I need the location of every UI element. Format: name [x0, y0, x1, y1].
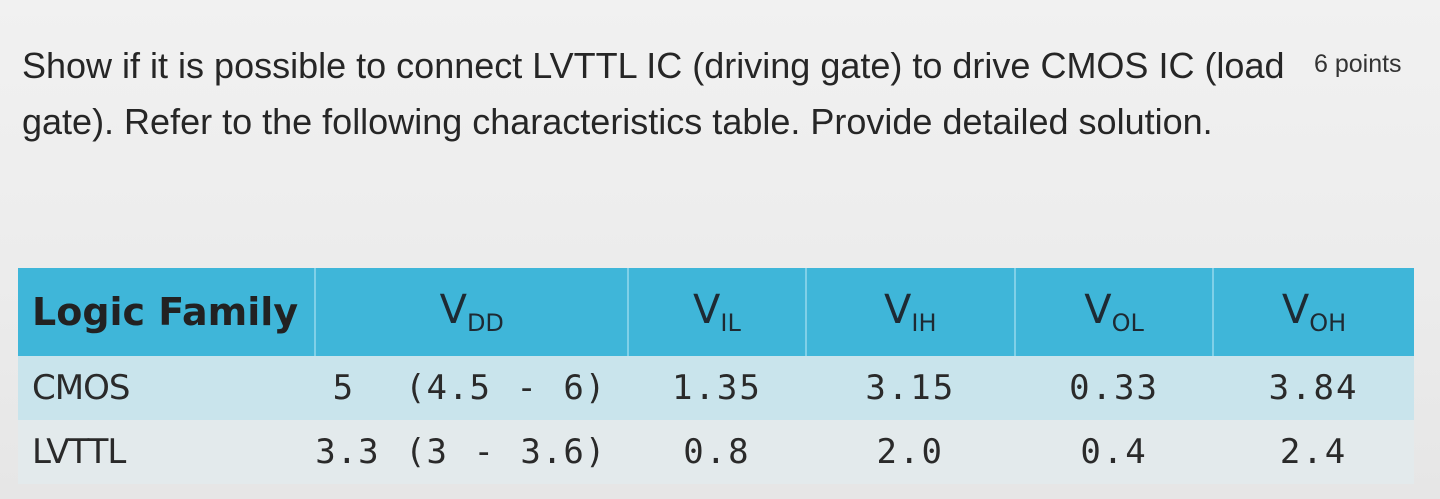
header-vil-main: V	[693, 287, 721, 333]
header-vih-main: V	[884, 287, 912, 333]
header-voh: VOH	[1213, 268, 1414, 356]
header-voh-main: V	[1281, 287, 1310, 333]
header-vdd-main: V	[439, 287, 467, 333]
cell-voh-cmos: 3.84	[1213, 356, 1414, 420]
cell-vdd-lvttl: 3.3 (3 - 3.6)	[315, 420, 629, 484]
question-text: Show if it is possible to connect LVTTL …	[22, 45, 1285, 142]
cell-vil-cmos: 1.35	[628, 356, 806, 420]
characteristics-table: Logic Family VDD VIL VIH VOL VOH CMOS 5 …	[18, 268, 1414, 484]
header-vil: VIL	[628, 268, 807, 356]
cell-vil-lvttl: 0.8	[628, 420, 806, 484]
cell-vdd-cmos: 5 (4.5 - 6)	[315, 356, 629, 420]
header-voh-sub: OH	[1309, 309, 1347, 337]
cell-vol-cmos: 0.33	[1014, 356, 1214, 420]
header-vih-sub: IH	[911, 309, 937, 337]
cell-vih-cmos: 3.15	[805, 356, 1015, 420]
cell-family-lvttl: LVTTL	[18, 420, 316, 484]
header-logic-family: Logic Family	[18, 268, 317, 356]
cell-vol-lvttl: 0.4	[1014, 420, 1214, 484]
table-row-cmos: CMOS 5 (4.5 - 6) 1.35 3.15 0.33 3.84	[18, 356, 1414, 420]
cell-voh-lvttl: 2.4	[1213, 420, 1414, 484]
header-vdd: VDD	[315, 268, 630, 356]
header-vdd-sub: DD	[466, 309, 504, 337]
header-vil-sub: IL	[720, 309, 741, 337]
table-row-lvttl: LVTTL 3.3 (3 - 3.6) 0.8 2.0 0.4 2.4	[18, 420, 1414, 484]
cell-vih-lvttl: 2.0	[805, 420, 1015, 484]
header-vih: VIH	[805, 268, 1016, 356]
header-vol-sub: OL	[1111, 309, 1144, 337]
points-badge: 6 points	[1314, 50, 1402, 78]
header-vol-main: V	[1084, 287, 1112, 333]
header-vol: VOL	[1014, 268, 1215, 356]
table-header-row: Logic Family VDD VIL VIH VOL VOH	[18, 268, 1414, 356]
cell-family-cmos: CMOS	[18, 356, 316, 420]
